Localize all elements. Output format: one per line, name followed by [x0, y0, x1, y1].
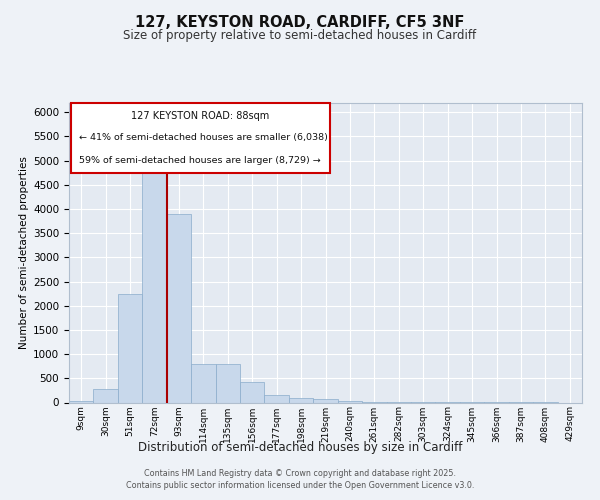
Bar — [94, 390, 118, 402]
Bar — [167, 214, 191, 402]
Bar — [215, 364, 240, 403]
Text: 127 KEYSTON ROAD: 88sqm: 127 KEYSTON ROAD: 88sqm — [131, 111, 269, 121]
Bar — [240, 382, 265, 402]
Y-axis label: Number of semi-detached properties: Number of semi-detached properties — [19, 156, 29, 349]
Bar — [338, 400, 362, 402]
Text: Contains HM Land Registry data © Crown copyright and database right 2025.: Contains HM Land Registry data © Crown c… — [144, 470, 456, 478]
Bar — [142, 166, 167, 402]
Bar — [289, 398, 313, 402]
Text: 127, KEYSTON ROAD, CARDIFF, CF5 3NF: 127, KEYSTON ROAD, CARDIFF, CF5 3NF — [136, 15, 464, 30]
Bar — [118, 294, 142, 403]
Bar — [265, 395, 289, 402]
Bar — [313, 399, 338, 402]
Text: Distribution of semi-detached houses by size in Cardiff: Distribution of semi-detached houses by … — [138, 441, 462, 454]
Text: Contains public sector information licensed under the Open Government Licence v3: Contains public sector information licen… — [126, 482, 474, 490]
Text: 59% of semi-detached houses are larger (8,729) →: 59% of semi-detached houses are larger (… — [79, 156, 321, 164]
Text: Size of property relative to semi-detached houses in Cardiff: Size of property relative to semi-detach… — [124, 29, 476, 42]
Text: ← 41% of semi-detached houses are smaller (6,038): ← 41% of semi-detached houses are smalle… — [79, 134, 328, 142]
FancyBboxPatch shape — [71, 102, 329, 173]
Bar — [191, 364, 215, 403]
